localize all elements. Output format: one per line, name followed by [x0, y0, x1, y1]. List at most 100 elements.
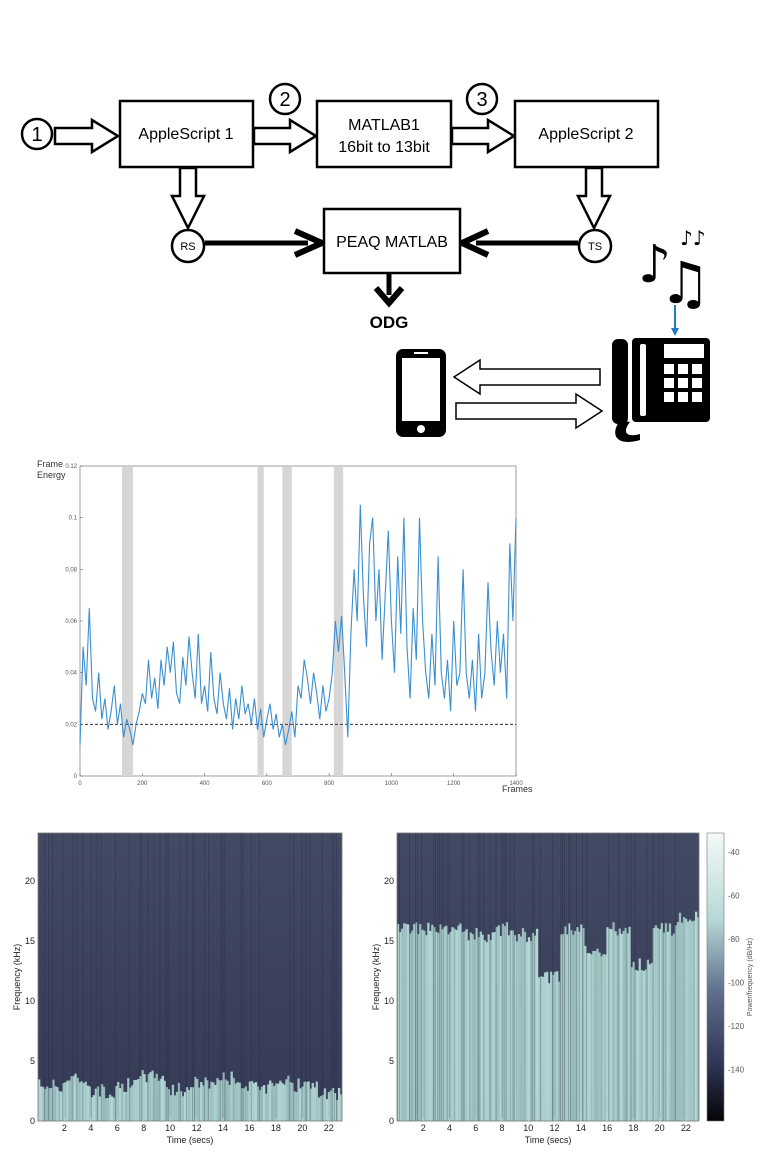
spectrogram-column: [537, 977, 541, 1121]
spectrogram-column: [648, 964, 651, 1121]
energy-x-tick-label: 800: [324, 781, 335, 787]
spectrogram-column: [497, 925, 500, 1121]
spectrogram-column: [141, 1070, 144, 1121]
spectrogram-column: [216, 1078, 219, 1121]
spectrogram-stripe: [634, 833, 636, 1121]
spectrogram-y-tick-label: 15: [25, 936, 35, 946]
spectrogram-x-tick-label: 8: [141, 1123, 146, 1133]
spectrogram-column: [112, 1097, 116, 1121]
spectrogram-column: [439, 924, 442, 1121]
spectrogram-column: [614, 931, 617, 1121]
spectrogram-stripe: [576, 833, 577, 1121]
spectrogram-stripe: [608, 833, 610, 1121]
spectrogram-column: [662, 932, 666, 1121]
spectrogram-column: [299, 1088, 302, 1121]
smartphone-icon: [396, 349, 446, 437]
spectrogram-column: [230, 1071, 233, 1121]
spectrogram-stripe: [147, 833, 149, 1121]
spectrogram-column: [331, 1087, 335, 1121]
spectrogram-column: [638, 958, 641, 1121]
spectrogram-column: [238, 1082, 241, 1121]
spectrogram-column: [676, 922, 680, 1121]
spectrogram-column: [499, 936, 502, 1121]
spectrogram-x-tick-label: 22: [324, 1123, 334, 1133]
spectrogram-stripe: [167, 833, 169, 1121]
spectrogram-column: [680, 922, 684, 1121]
spectrogram-column: [493, 932, 496, 1121]
spectrogram-column: [185, 1087, 189, 1121]
spectrogram-stripe: [560, 833, 561, 1121]
spectrogram-column: [552, 974, 555, 1121]
matlab1-label-line1: MATLAB1: [348, 117, 420, 134]
spectrogram-column: [115, 1086, 118, 1121]
spectrogram-column: [183, 1092, 187, 1121]
spectrogram-stripe: [570, 833, 571, 1121]
spectrogram-column: [473, 939, 476, 1121]
spectrogram-column: [153, 1078, 156, 1121]
spectrogram-column: [568, 923, 571, 1121]
spectrogram-column: [151, 1070, 154, 1121]
step-marker-2: 2: [268, 82, 302, 116]
spectrogram-column: [421, 929, 424, 1121]
spectrogram-column: [149, 1072, 152, 1121]
spectrogram-column: [435, 931, 438, 1121]
spectrogram-column: [202, 1085, 205, 1121]
spectrogram-column: [574, 930, 577, 1121]
spectrogram-column: [319, 1096, 323, 1121]
spectrogram-column: [248, 1081, 252, 1121]
spectrogram-stripe: [208, 833, 210, 1121]
shaded-span-2: [282, 467, 292, 776]
spectrogram-column: [50, 1087, 53, 1121]
spectrogram-column: [578, 931, 581, 1121]
spectrogram-column: [596, 948, 599, 1121]
spectrogram-column: [509, 930, 513, 1121]
spectrogram-stripe: [301, 833, 303, 1121]
spectrogram-column: [212, 1082, 215, 1121]
spectrogram-stripe: [185, 833, 187, 1121]
spectrogram-column: [592, 950, 595, 1121]
spectrogram-column: [155, 1073, 158, 1121]
spectrogram-column: [78, 1082, 81, 1121]
shaded-span-1: [257, 467, 264, 776]
colorbar-tick-label: -140: [728, 1066, 745, 1075]
step-marker-3: 3: [465, 82, 499, 116]
spectrogram-x-tick-label: 2: [62, 1123, 67, 1133]
spectrogram-stripe: [76, 833, 78, 1121]
spectrogram-stripe: [564, 833, 565, 1121]
spectrogram-stripe: [568, 833, 569, 1121]
spectrogram-column: [309, 1088, 312, 1121]
spectrogram-stripe: [501, 833, 503, 1121]
svg-text:♪♪: ♪♪: [680, 226, 706, 250]
colorbar-tick-label: -100: [728, 979, 745, 988]
applescript1-label: AppleScript 1: [138, 126, 233, 143]
spectrogram-right-y-ticks: 0 5 10 15 20: [384, 876, 394, 1126]
spectrogram-stripe: [658, 833, 660, 1121]
spectrogram-stripe: [479, 833, 481, 1121]
spectrogram-column: [475, 928, 478, 1121]
spectrogram-column: [397, 924, 400, 1121]
spectrogram-column: [630, 967, 633, 1121]
spectrogram-column: [46, 1086, 49, 1121]
spectrogram-column: [167, 1089, 171, 1121]
spectrogram-column: [606, 927, 609, 1121]
spectrogram-x-tick-label: 4: [447, 1123, 452, 1133]
spectrogram-column: [513, 935, 517, 1121]
spectrogram-column: [572, 934, 575, 1121]
spectrogram-stripe: [433, 833, 435, 1121]
spectrogram-column: [459, 923, 462, 1121]
spectrogram-column: [90, 1097, 94, 1121]
spectrogram-column: [335, 1099, 339, 1121]
spectrogram-column: [163, 1080, 166, 1121]
spectrogram-column: [125, 1091, 128, 1121]
ts-label: TS: [588, 241, 602, 253]
input-arrow: [53, 117, 121, 155]
spectrogram-column: [481, 934, 484, 1121]
spectrogram-column: [119, 1088, 122, 1121]
spectrogram-column: [214, 1084, 217, 1121]
spectrogram-column: [403, 923, 406, 1121]
spectrogram-stripe: [129, 833, 130, 1121]
spectrogram-x-tick-label: 14: [576, 1123, 586, 1133]
spectrogram-column: [656, 927, 660, 1121]
spectrogram-column: [566, 934, 569, 1121]
spectrogram-column: [305, 1081, 308, 1121]
